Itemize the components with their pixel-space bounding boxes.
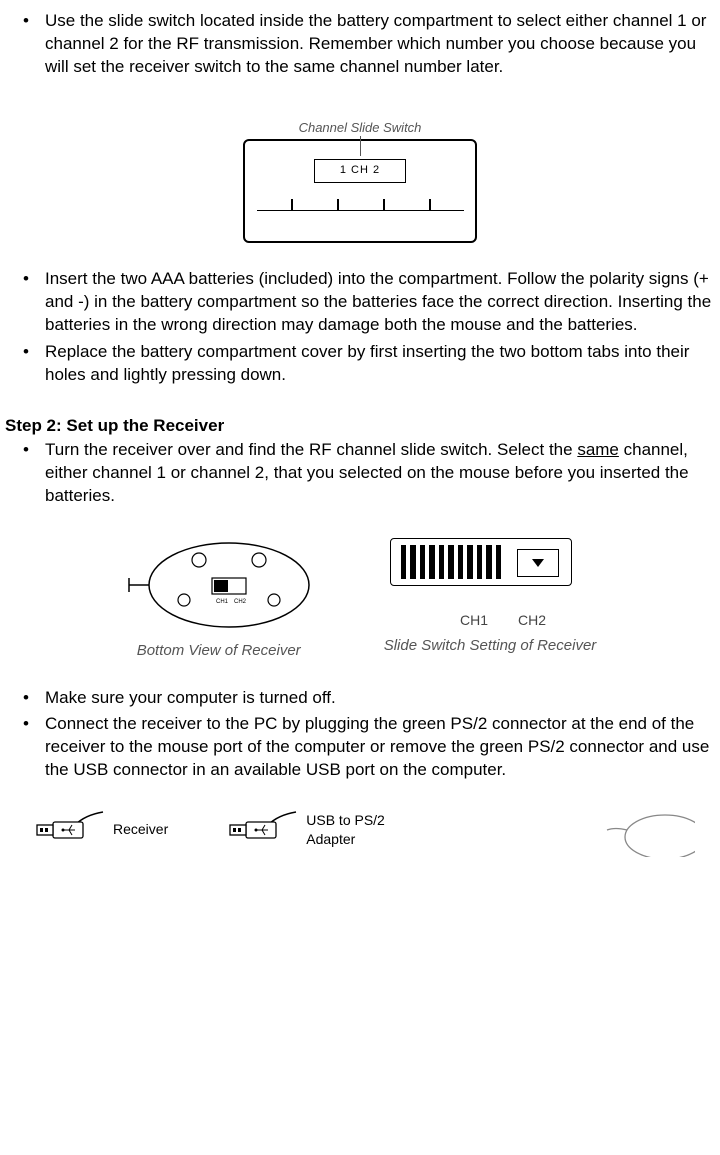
list-item: Connect the receiver to the PC by pluggi…	[5, 713, 715, 782]
receiver-connector-item: Receiver	[35, 810, 168, 850]
adapter-label: USB to PS/2 Adapter	[306, 811, 396, 849]
switch-grooves	[401, 545, 501, 579]
battery-compartment-diagram: Channel Slide Switch 1 CH 2	[243, 139, 477, 243]
list-item: Replace the battery compartment cover by…	[5, 341, 715, 387]
receiver-figure-row: CH1 CH2 Bottom View of Receiver CH1 CH2 …	[5, 538, 715, 661]
usb-adapter-icon	[228, 810, 298, 850]
tab-line	[429, 199, 431, 211]
mouse-partial-icon	[605, 802, 695, 857]
tab-line	[337, 199, 339, 211]
list-item: Use the slide switch located inside the …	[5, 10, 715, 79]
step-2-heading: Step 2: Set up the Receiver	[5, 415, 715, 438]
ch1-label: CH1	[460, 611, 488, 630]
channel-labels: CH1 CH2	[390, 611, 590, 630]
text-same: same	[577, 440, 619, 459]
receiver-label: Receiver	[113, 820, 168, 839]
battery-figure-row: Channel Slide Switch 1 CH 2	[5, 104, 715, 243]
slide-switch-caption: Slide Switch Setting of Receiver	[384, 636, 597, 656]
divider-line	[257, 210, 464, 211]
tab-line	[291, 199, 293, 211]
list-item: Turn the receiver over and find the RF c…	[5, 439, 715, 508]
connector-row: Receiver USB to PS/2 Adapter	[5, 802, 715, 857]
ch2-label: CH2	[518, 611, 546, 630]
receiver-bottom-caption: Bottom View of Receiver	[137, 641, 301, 661]
usb-plug-icon	[35, 810, 105, 850]
adapter-connector-item: USB to PS/2 Adapter	[228, 810, 396, 850]
slide-switch-diagram: CH1 CH2	[390, 538, 590, 608]
battery-compartment-figure: Channel Slide Switch 1 CH 2	[243, 104, 477, 243]
bullet-list-step2: Turn the receiver over and find the RF c…	[5, 439, 715, 508]
switch-outer	[390, 538, 572, 586]
list-item: Insert the two AAA batteries (included) …	[5, 268, 715, 337]
leader-line	[360, 136, 361, 156]
svg-text:CH1: CH1	[216, 599, 229, 605]
bullet-list-3: Make sure your computer is turned off. C…	[5, 687, 715, 783]
channel-slot: 1 CH 2	[314, 159, 406, 183]
tab-line	[383, 199, 385, 211]
text-pre: Turn the receiver over and find the RF c…	[45, 440, 577, 459]
receiver-bottom-svg: CH1 CH2	[124, 538, 314, 633]
bullet-list-1: Use the slide switch located inside the …	[5, 10, 715, 79]
slide-switch-figure: CH1 CH2 Slide Switch Setting of Receiver	[384, 538, 597, 661]
switch-knob	[517, 549, 559, 577]
list-item: Make sure your computer is turned off.	[5, 687, 715, 710]
svg-text:CH2: CH2	[234, 599, 247, 605]
bullet-list-2: Insert the two AAA batteries (included) …	[5, 268, 715, 387]
receiver-bottom-figure: CH1 CH2 Bottom View of Receiver	[124, 538, 314, 661]
channel-slide-label: Channel Slide Switch	[299, 119, 422, 137]
